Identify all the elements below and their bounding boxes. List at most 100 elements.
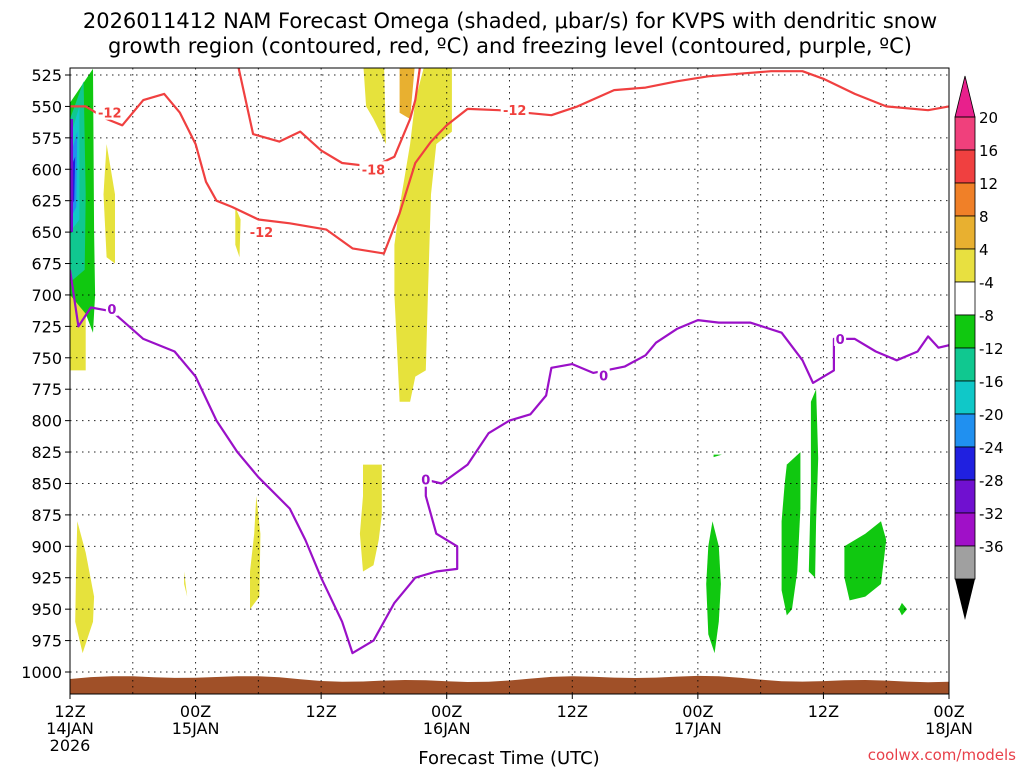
omega-region-1: [103, 144, 115, 264]
colorbar-top-arrow: [955, 76, 975, 117]
terrain-layer: [70, 675, 949, 694]
x-tick-label-7-1: 18JAN: [925, 719, 973, 738]
x-tick-label-7-0: 00Z: [933, 702, 964, 721]
x-tick-label-3-1: 16JAN: [423, 719, 471, 738]
contour-label-red-1-bg: [95, 104, 124, 120]
colorbar-segment-5: [954, 281, 976, 316]
y-tick-label-525: 525: [31, 66, 62, 85]
y-tick-label-575: 575: [31, 129, 62, 148]
colorbar-segment-4: [954, 248, 976, 283]
colorbar-label-1: 16: [979, 142, 998, 160]
contour-label-purple-2-bg: [419, 471, 432, 487]
colorbar-label-9: -20: [979, 406, 1004, 424]
colorbar-segment-0: [954, 116, 976, 151]
colorbar-bottom-arrow: [955, 579, 975, 620]
colorbar-label-2: 12: [979, 175, 998, 193]
y-tick-label-900: 900: [31, 537, 62, 556]
colorbar-label-8: -16: [979, 373, 1004, 391]
y-tick-label-1000: 1000: [21, 663, 62, 682]
contour-label-red-2: -12: [250, 226, 274, 241]
colorbar-label-6: -8: [979, 307, 994, 325]
contour-label-purple-4-bg: [834, 330, 847, 346]
y-axis-ticks: 525 550 575 600 625 650 675 700 725 750 775 800 825 8…: [21, 66, 70, 682]
colorbar-segment-9: [954, 413, 976, 448]
x-tick-label-5-1: 17JAN: [674, 719, 722, 738]
omega-region-2: [235, 207, 241, 258]
contour-2: [70, 269, 949, 655]
contour-label-red-2-bg: [247, 224, 276, 240]
y-tick-label-600: 600: [31, 160, 62, 179]
x-tick-label-1-0: 00Z: [180, 702, 211, 721]
x-tick-label-3-0: 00Z: [431, 702, 462, 721]
contour-label-red-4-bg: [359, 161, 388, 177]
contour-label-purple-1: 0: [107, 303, 116, 318]
omega-region-16: [781, 452, 801, 616]
contour-label-purple-1-bg: [105, 300, 118, 316]
omega-region-5: [399, 68, 415, 119]
contour-label-purple-3: 0: [599, 369, 608, 384]
plot-frame: [69, 67, 950, 695]
colorbar-segment-2: [954, 182, 976, 217]
y-tick-label-650: 650: [31, 223, 62, 242]
contour-label-red-3-bg: [500, 102, 529, 118]
contour-label-purple-4: 0: [836, 333, 845, 348]
omega-region-4: [394, 68, 452, 402]
omega-region-18: [844, 521, 887, 601]
colorbar-label-4: 4: [979, 241, 989, 259]
y-tick-label-675: 675: [31, 255, 62, 274]
colorbar-segment-6: [954, 314, 976, 349]
colorbar-label-0: 20: [979, 109, 998, 127]
colorbar-label-10: -24: [979, 439, 1004, 457]
colorbar-segment-11: [954, 479, 976, 514]
contour-label-purple-2: 0: [421, 474, 430, 489]
omega-region-15: [706, 521, 721, 654]
colorbar-segment-12: [954, 512, 976, 547]
contour-label-purple-3-bg: [597, 367, 610, 383]
chart-title-line2: growth region (contoured, red, ºC) and f…: [108, 34, 912, 58]
y-tick-label-975: 975: [31, 632, 62, 651]
colorbar-label-5: -4: [979, 274, 994, 292]
y-tick-label-850: 850: [31, 474, 62, 493]
x-tick-label-2-0: 12Z: [305, 702, 336, 721]
y-tick-label-825: 825: [31, 443, 62, 462]
colorbar-segment-3: [954, 215, 976, 250]
credit-text: coolwx.com/models: [868, 746, 1016, 764]
y-tick-label-800: 800: [31, 412, 62, 431]
omega-region-20: [713, 454, 722, 458]
terrain-surface: [70, 675, 949, 694]
colorbar-top-outline: [954, 75, 976, 118]
x-axis-label: Forecast Time (UTC): [418, 748, 599, 768]
x-tick-label-0-0: 12Z: [54, 702, 85, 721]
colorbar-segment-13: [954, 545, 976, 580]
colorbar-segment-7: [954, 347, 976, 382]
omega-region-8: [250, 496, 261, 610]
colorbar-label-11: -28: [979, 472, 1004, 490]
colorbar-label-3: 8: [979, 208, 989, 226]
omega-region-9: [359, 464, 382, 572]
y-tick-label-550: 550: [31, 97, 62, 116]
y-tick-label-725: 725: [31, 317, 62, 336]
omega-region-strong: [70, 118, 73, 233]
contour-label-red-1: -12: [98, 107, 122, 122]
contour-labels: -12 -12 -12 -18 0 0 0 0: [95, 102, 847, 489]
omega-region-17: [808, 389, 819, 578]
omega-region-7: [184, 571, 188, 597]
y-tick-label-925: 925: [31, 569, 62, 588]
contour-label-red-3: -12: [503, 104, 527, 119]
colorbar-segment-1: [954, 149, 976, 184]
colorbar: 20 16 12 8 4 -4 -8 -12 -16 -20 -24 -28 -32 -36: [954, 75, 1004, 620]
colorbar-label-12: -32: [979, 505, 1004, 523]
chart-title-line1: 2026011412 NAM Forecast Omega (shaded, μ…: [83, 9, 937, 33]
x-tick-label-0-2: 2026: [50, 736, 91, 755]
y-tick-label-950: 950: [31, 600, 62, 619]
x-tick-label-4-0: 12Z: [557, 702, 588, 721]
x-tick-label-6-0: 12Z: [808, 702, 839, 721]
colorbar-segment-10: [954, 446, 976, 481]
x-tick-label-5-0: 00Z: [682, 702, 713, 721]
y-tick-label-750: 750: [31, 349, 62, 368]
colorbar-segment-8: [954, 380, 976, 415]
contour-label-red-4: -18: [362, 163, 386, 178]
x-tick-label-1-1: 15JAN: [172, 719, 220, 738]
